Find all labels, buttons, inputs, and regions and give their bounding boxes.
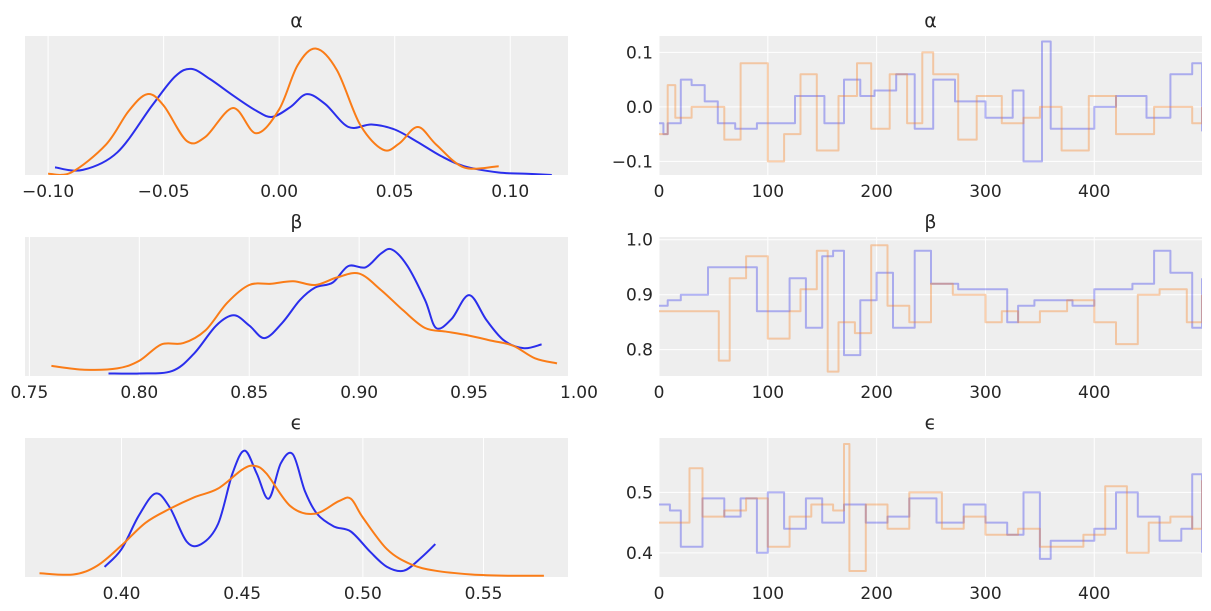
panel-title: β <box>290 211 302 233</box>
plot-background <box>659 237 1202 376</box>
chain-1-density-line <box>51 272 558 371</box>
y-tick-label: 0.9 <box>626 286 653 306</box>
x-tick-label: 0.55 <box>465 584 503 604</box>
chain-0-trace-line <box>659 473 1202 560</box>
x-tick-label: 0.45 <box>223 584 261 604</box>
chain-0-trace-line <box>659 40 1202 163</box>
chain-1-trace-line <box>659 51 1202 163</box>
chain-1-trace-line <box>659 244 1202 373</box>
plot-background <box>25 237 568 376</box>
chain-0-trace-line <box>659 249 1202 357</box>
x-tick-label: 0.90 <box>340 383 378 403</box>
plot-background <box>25 36 568 175</box>
y-tick-label: 0.1 <box>626 43 653 63</box>
alpha-kde-panel: −0.10 −0.05 0.00 0.05 0.10 α <box>22 10 568 202</box>
y-tick-label: 1.0 <box>626 231 653 251</box>
x-tick-label: −0.05 <box>138 182 190 202</box>
epsilon-trace-panel: 0 100 200 300 400 0.4 0.5 ϵ <box>626 412 1202 604</box>
x-tick-label: 1.00 <box>560 383 598 403</box>
x-tick-label: 200 <box>860 584 892 604</box>
x-tick-label: −0.10 <box>22 182 74 202</box>
x-tick-label: 0.80 <box>120 383 158 403</box>
x-tick-label: 400 <box>1078 383 1110 403</box>
x-tick-label: 400 <box>1078 182 1110 202</box>
chain-1-density-line <box>48 47 499 175</box>
x-tick-label: 300 <box>969 584 1001 604</box>
chain-0-density-line <box>54 67 552 175</box>
plot-background <box>659 438 1202 577</box>
x-tick-label: 400 <box>1078 584 1110 604</box>
panel-title: α <box>924 10 937 32</box>
chain-1-trace-line <box>659 443 1202 572</box>
y-tick-label: −0.1 <box>612 152 653 172</box>
x-tick-label: 0 <box>654 584 665 604</box>
x-tick-label: 100 <box>752 383 784 403</box>
panel-title: α <box>290 10 303 32</box>
x-tick-label: 0.40 <box>103 584 141 604</box>
x-tick-label: 0.00 <box>260 182 298 202</box>
epsilon-kde-panel: 0.40 0.45 0.50 0.55 ϵ <box>25 412 568 604</box>
chain-1-density-line <box>39 464 544 577</box>
x-tick-label: 200 <box>860 383 892 403</box>
x-tick-label: 100 <box>752 182 784 202</box>
chain-0-density-line <box>108 247 542 375</box>
y-tick-label: 0.0 <box>626 98 653 118</box>
x-tick-label: 200 <box>860 182 892 202</box>
x-tick-label: 300 <box>969 182 1001 202</box>
panel-title: ϵ <box>291 412 303 434</box>
plot-background <box>659 36 1202 175</box>
x-tick-label: 0 <box>654 182 665 202</box>
beta-kde-panel: 0.75 0.80 0.85 0.90 0.95 1.00 β <box>10 211 597 403</box>
panel-title: ϵ <box>925 412 937 434</box>
panel-title: β <box>924 211 936 233</box>
y-tick-label: 0.4 <box>626 544 653 564</box>
x-tick-label: 100 <box>752 584 784 604</box>
x-tick-label: 0.75 <box>10 383 48 403</box>
x-tick-label: 300 <box>969 383 1001 403</box>
x-tick-label: 0.50 <box>344 584 382 604</box>
beta-trace-panel: 0 100 200 300 400 0.8 0.9 1.0 β <box>626 211 1202 403</box>
plot-background <box>25 438 568 577</box>
x-tick-label: 0 <box>654 383 665 403</box>
y-tick-label: 0.8 <box>626 341 653 361</box>
x-tick-label: 0.05 <box>376 182 414 202</box>
alpha-trace-panel: 0 100 200 300 400 −0.1 0.0 0.1 α <box>612 10 1202 202</box>
x-tick-label: 0.95 <box>450 383 488 403</box>
x-tick-label: 0.85 <box>230 383 268 403</box>
y-tick-label: 0.5 <box>626 483 653 503</box>
x-tick-label: 0.10 <box>491 182 529 202</box>
chain-0-density-line <box>103 449 437 573</box>
